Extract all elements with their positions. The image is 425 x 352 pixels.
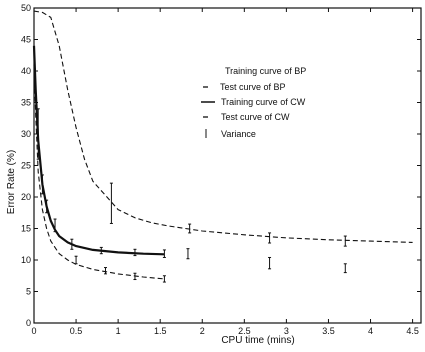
- test-curve-of-cw-line: [33, 64, 165, 280]
- training-curve-of-cw-line: [32, 45, 165, 256]
- x-axis-label: CPU time (mins): [221, 335, 294, 346]
- x-tick-label: 0: [31, 326, 36, 336]
- variance-bar: [40, 174, 44, 195]
- variance-bar: [162, 275, 166, 283]
- legend-item: Test curve of CW: [203, 112, 290, 122]
- y-axis-label: Error Rate (%): [6, 150, 17, 214]
- variance-bar: [133, 248, 137, 257]
- variance-bar: [186, 248, 190, 260]
- x-tick-label: 4: [368, 326, 373, 336]
- test-curve-of-bp-line: [33, 10, 413, 243]
- variance-bar: [99, 246, 103, 255]
- variance-bar: [74, 255, 78, 265]
- legend-item: Test curve of BP: [203, 82, 286, 92]
- variance-layer: [36, 108, 347, 283]
- variance-bar: [268, 256, 272, 270]
- x-tick-label: 3: [284, 326, 289, 336]
- legend-label: Test curve of CW: [221, 112, 290, 122]
- x-tick-label: 1.5: [154, 326, 167, 336]
- axes-layer: [33, 7, 422, 324]
- variance-bar: [45, 199, 49, 214]
- variance-bar: [133, 272, 137, 281]
- legend-item: Training curve of CW: [201, 97, 306, 107]
- y-tick-label: 35: [21, 98, 31, 108]
- x-tick-label: 2: [200, 326, 205, 336]
- y-tick-label: 40: [21, 66, 31, 76]
- series-layer: [32, 10, 413, 280]
- y-tick-label: 0: [26, 318, 31, 328]
- y-tick-label: 15: [21, 224, 31, 234]
- legend-label: Test curve of BP: [220, 82, 286, 92]
- legend: Training curve of BP Test curve of BP Trai…: [201, 66, 306, 139]
- variance-bar: [53, 218, 57, 233]
- plot-frame: [33, 7, 422, 324]
- x-tick-label: 3.5: [322, 326, 335, 336]
- variance-bar: [162, 249, 166, 258]
- variance-bar: [343, 263, 347, 274]
- ticks-layer: 0 0.5 1 1.5 2 2.5 3 3.5 4 4.5 0 5 10 15 20 25 30 35 40 45 50: [21, 3, 421, 336]
- x-tick-label: 1: [116, 326, 121, 336]
- y-tick-label: 10: [21, 255, 31, 265]
- variance-bar: [343, 235, 347, 247]
- y-tick-label: 25: [21, 161, 31, 171]
- x-tick-label: 2.5: [238, 326, 251, 336]
- legend-item: Training curve of BP: [225, 66, 306, 76]
- x-tick-label: 0.5: [70, 326, 83, 336]
- variance-bar: [188, 223, 192, 234]
- y-tick-label: 50: [21, 3, 31, 13]
- variance-bar: [70, 238, 74, 250]
- variance-bar: [104, 267, 108, 275]
- y-tick-label: 20: [21, 192, 31, 202]
- y-tick-label: 30: [21, 129, 31, 139]
- variance-bar: [268, 232, 272, 244]
- variance-bar: [109, 182, 113, 224]
- variance-bar: [36, 108, 40, 160]
- y-tick-label: 45: [21, 35, 31, 45]
- legend-label: Training curve of BP: [225, 66, 306, 76]
- legend-item: Variance: [205, 129, 256, 139]
- legend-label: Variance: [221, 129, 256, 139]
- legend-label: Training curve of CW: [221, 97, 306, 107]
- y-tick-label: 5: [26, 287, 31, 297]
- x-tick-label: 4.5: [406, 326, 419, 336]
